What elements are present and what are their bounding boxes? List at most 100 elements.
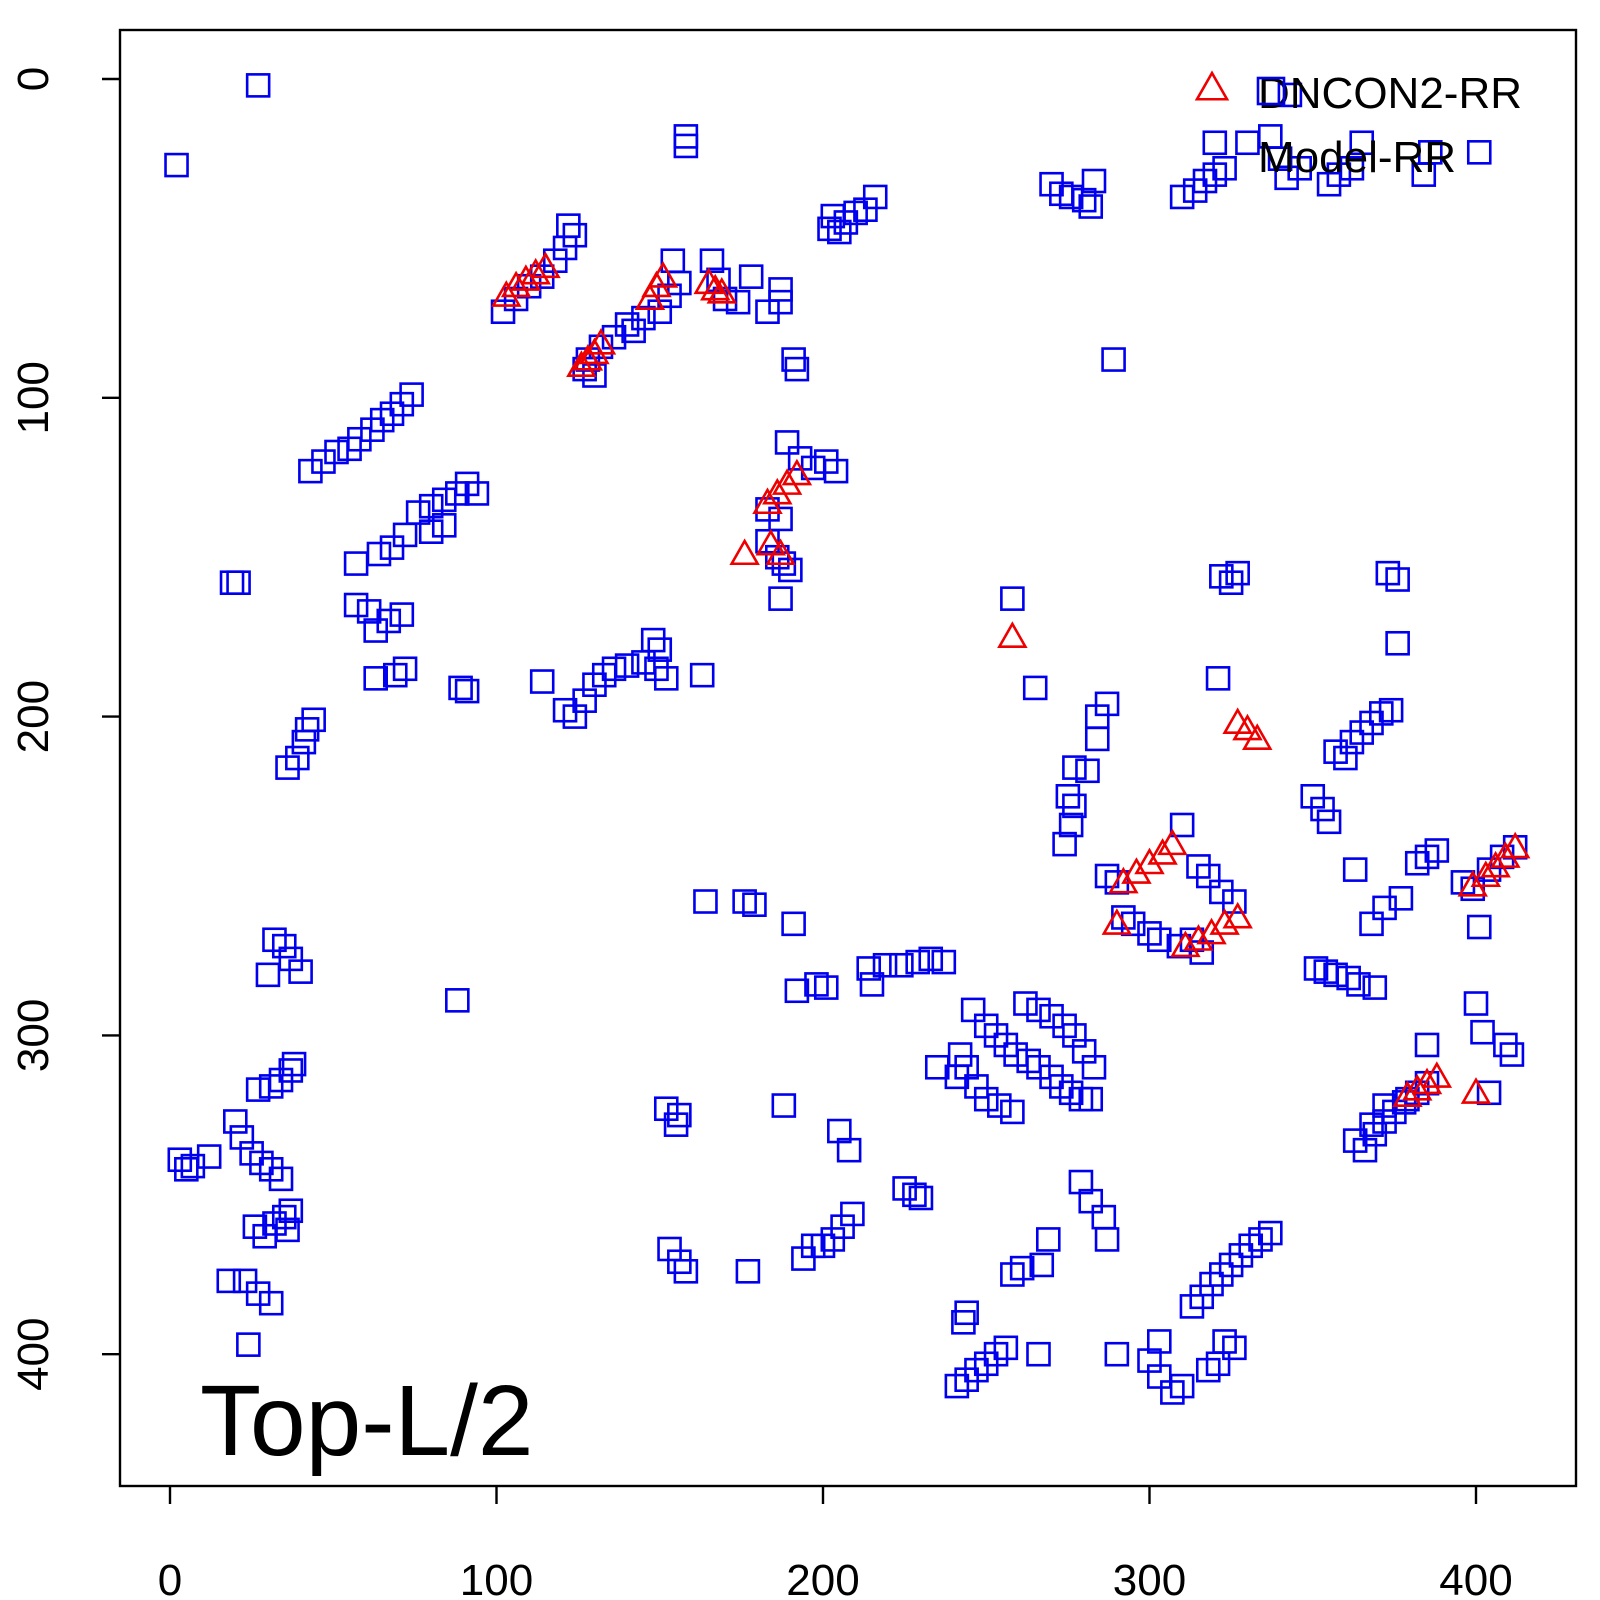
- dncon2-rr-point: [500, 270, 532, 298]
- model-rr-point: [667, 1102, 692, 1128]
- model-rr-point: [1346, 972, 1371, 997]
- model-rr-point: [673, 133, 699, 159]
- model-rr-point: [1022, 675, 1048, 701]
- model-rr-point: [1078, 1086, 1104, 1112]
- model-rr-point: [1349, 130, 1375, 156]
- model-rr-point: [931, 949, 957, 975]
- model-rr-point: [219, 570, 245, 596]
- model-rr-point: [1476, 857, 1502, 882]
- model-rr-point: [1052, 831, 1077, 857]
- model-rr-point: [232, 1268, 258, 1294]
- legend-label-dncon2-rr: DNCON2-RR: [1258, 69, 1522, 118]
- model-rr-point: [1225, 560, 1250, 586]
- model-rr-point: [1222, 1335, 1247, 1361]
- dncon2-rr-point: [1232, 713, 1263, 741]
- model-rr-point: [1388, 886, 1414, 911]
- legend-square-marker: [1256, 76, 1286, 106]
- model-rr-point: [431, 513, 457, 538]
- model-rr-point: [902, 1182, 927, 1208]
- model-rr-point: [1058, 812, 1084, 838]
- model-rr-point: [1026, 997, 1051, 1023]
- model-rr-point: [1078, 1188, 1104, 1214]
- model-rr-point: [376, 608, 402, 634]
- model-rr-point: [1209, 879, 1234, 905]
- model-rr-point: [1000, 586, 1025, 611]
- model-rr-point: [255, 962, 281, 988]
- model-rr-point: [1009, 1255, 1035, 1281]
- model-rr-point: [258, 1290, 284, 1316]
- model-rr-point: [889, 952, 914, 978]
- model-rr-point: [1169, 1373, 1195, 1399]
- model-rr-point: [1058, 184, 1084, 210]
- model-rr-point: [1218, 570, 1244, 596]
- model-rr-point: [872, 952, 898, 978]
- model-rr-point: [647, 637, 673, 662]
- model-rr-point: [1212, 155, 1237, 181]
- dncon2-rr-point: [530, 251, 561, 279]
- model-rr-point: [1333, 745, 1358, 771]
- model-rr-point: [960, 997, 986, 1023]
- model-rr-point: [1466, 140, 1492, 165]
- model-rr-point: [271, 1204, 297, 1230]
- model-rr-point: [1258, 1220, 1283, 1246]
- model-rr-point: [771, 1093, 797, 1118]
- model-rr-point: [1003, 1042, 1028, 1067]
- model-rr-point: [1205, 666, 1231, 691]
- dncon2-rr-point: [520, 257, 551, 285]
- dncon2-rr-point: [510, 264, 542, 291]
- dncon2-rr-point: [1134, 847, 1165, 875]
- model-rr-point: [294, 717, 320, 742]
- model-rr-point: [275, 1217, 300, 1243]
- dncon2-rr-point: [1196, 917, 1227, 945]
- model-rr-point: [1466, 914, 1492, 940]
- model-rr-point: [301, 707, 326, 733]
- model-rr-point: [196, 1144, 222, 1169]
- x-tick-label: 100: [460, 1556, 533, 1600]
- model-rr-point: [245, 1281, 271, 1306]
- dncon2-rr-point: [1222, 901, 1253, 929]
- model-rr-point: [1104, 1341, 1130, 1367]
- model-rr-point: [856, 956, 882, 981]
- model-rr-point: [840, 1201, 865, 1227]
- model-rr-point: [1146, 927, 1172, 953]
- dncon2-rr-point: [765, 538, 796, 566]
- model-rr-point: [1235, 130, 1260, 156]
- model-rr-point: [245, 73, 271, 98]
- model-rr-point: [1372, 895, 1397, 921]
- dncon2-rr-point: [752, 487, 783, 515]
- model-rr-point: [640, 627, 666, 653]
- model-rr-point: [693, 889, 718, 914]
- model-rr-point: [1146, 1329, 1172, 1354]
- y-tick-label: 100: [9, 361, 58, 434]
- model-rr-point: [1460, 876, 1486, 902]
- model-rr-point: [366, 541, 392, 567]
- model-rr-point: [271, 933, 297, 959]
- model-rr-point: [1084, 726, 1110, 752]
- dncon2-rr-point: [781, 458, 813, 486]
- model-rr-point: [689, 662, 715, 688]
- model-rr-point: [836, 1137, 862, 1163]
- model-rr-point: [735, 1259, 761, 1284]
- y-tick-label: 400: [9, 1317, 58, 1390]
- model-rr-point: [1169, 184, 1195, 210]
- dncon2-rr-point: [1499, 831, 1531, 859]
- dncon2-rr-point: [1101, 908, 1133, 935]
- model-rr-point: [1378, 697, 1404, 723]
- model-rr-point: [174, 1156, 199, 1182]
- model-rr-point: [738, 264, 764, 289]
- model-rr-point: [774, 430, 800, 455]
- model-rr-point: [1385, 630, 1410, 656]
- model-rr-point: [1277, 82, 1303, 108]
- model-rr-point: [784, 978, 810, 1004]
- x-tick-label: 0: [158, 1556, 182, 1600]
- model-rr-point: [768, 506, 793, 532]
- model-rr-point: [529, 669, 555, 694]
- model-rr-point: [1310, 796, 1335, 822]
- top-l2-annotation: Top-L/2: [200, 1365, 534, 1477]
- model-rr-point: [827, 219, 852, 245]
- model-rr-point: [454, 678, 480, 704]
- model-rr-point: [1091, 1204, 1117, 1230]
- model-rr-point: [614, 653, 640, 678]
- model-rr-point: [418, 493, 444, 519]
- model-rr-point: [706, 267, 731, 293]
